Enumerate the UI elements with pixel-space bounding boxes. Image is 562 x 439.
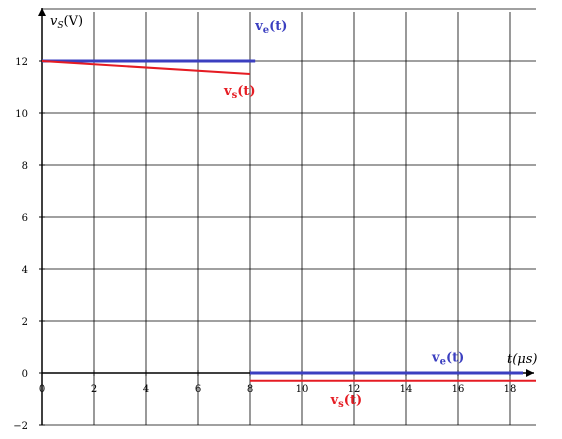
- y-tick-label: 0: [22, 369, 28, 380]
- series-label-ve: ve(t): [431, 350, 464, 367]
- x-tick-label: 8: [247, 384, 253, 395]
- x-tick-label: 10: [296, 384, 309, 395]
- y-tick-label: 4: [22, 265, 28, 276]
- x-tick-label: 12: [348, 384, 361, 395]
- series-label-vs: vs(t): [223, 84, 256, 101]
- x-axis-arrow: [526, 369, 534, 377]
- tick-labels: −2 0 2 4 6 8 10 12 0 2 4 6 8 10 12 14 16 18: [13, 57, 516, 432]
- series-label-ve: ve(t): [254, 19, 287, 36]
- series-label-vs: vs(t): [330, 393, 363, 410]
- x-tick-label: 2: [91, 384, 97, 395]
- grid: [42, 8, 536, 426]
- x-tick-label: 0: [39, 384, 45, 395]
- y-axis-title: vS(V): [50, 14, 83, 31]
- y-tick-label: −2: [13, 421, 28, 432]
- x-tick-label: 6: [195, 384, 201, 395]
- y-tick-label: 10: [15, 109, 28, 120]
- annotations: ve(t) vs(t) ve(t) vs(t): [223, 19, 464, 410]
- y-tick-label: 6: [22, 213, 28, 224]
- x-axis-title: t(μs): [507, 352, 538, 367]
- x-tick-label: 18: [504, 384, 517, 395]
- series-line-vs: [41, 60, 251, 75]
- x-tick-label: 4: [143, 384, 149, 395]
- y-tick-label: 8: [22, 161, 28, 172]
- y-axis-arrow: [38, 8, 46, 16]
- x-tick-label: 14: [400, 384, 413, 395]
- series-group: [41, 59, 536, 382]
- y-tick-label: 12: [15, 57, 28, 68]
- x-tick-label: 16: [452, 384, 465, 395]
- y-tick-label: 2: [22, 317, 28, 328]
